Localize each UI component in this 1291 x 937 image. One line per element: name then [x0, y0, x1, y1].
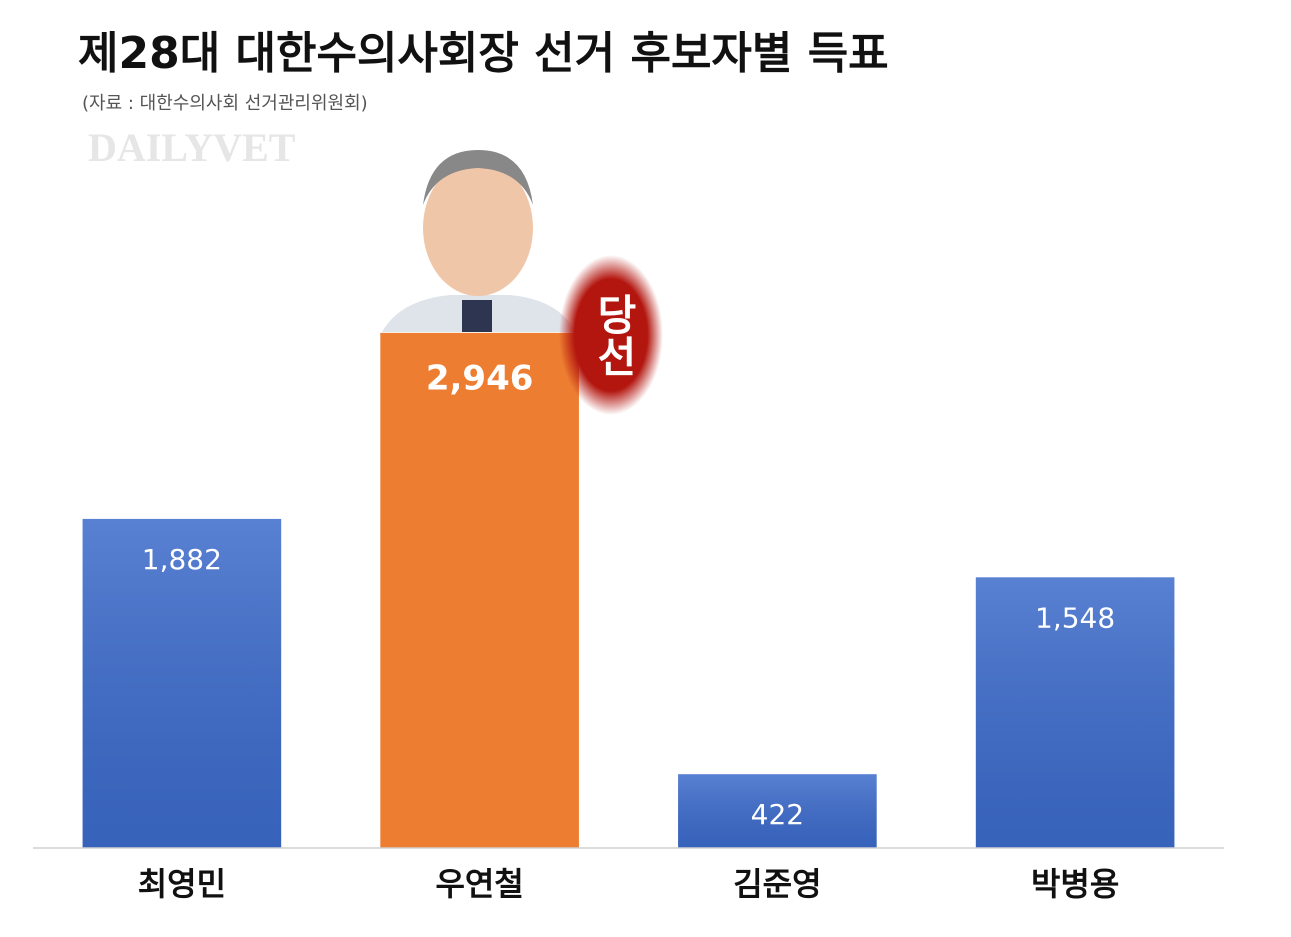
value-label: 2,946 [426, 358, 534, 398]
bar-shade [82, 518, 282, 848]
chart-title: 제28대 대한수의사회장 선거 후보자별 득표 [78, 28, 889, 79]
x-tick-label: 박병용 [1031, 865, 1119, 903]
chart-subtitle: (자료 : 대한수의사회 선거관리위원회) [82, 93, 368, 114]
x-tick-label: 김준영 [733, 865, 821, 903]
x-tick-label: 우연철 [435, 865, 523, 903]
winner-label: 당선 [590, 293, 639, 377]
value-label: 1,882 [142, 543, 222, 576]
winner-badge [559, 255, 663, 415]
watermark: DAILYVET [88, 125, 296, 170]
bar-shade [678, 774, 877, 848]
bar [380, 332, 579, 848]
x-tick-label: 최영민 [138, 865, 226, 903]
bar-shade [975, 577, 1175, 848]
value-label: 1,548 [1035, 601, 1115, 634]
portrait [382, 150, 575, 332]
value-label: 422 [751, 798, 804, 831]
